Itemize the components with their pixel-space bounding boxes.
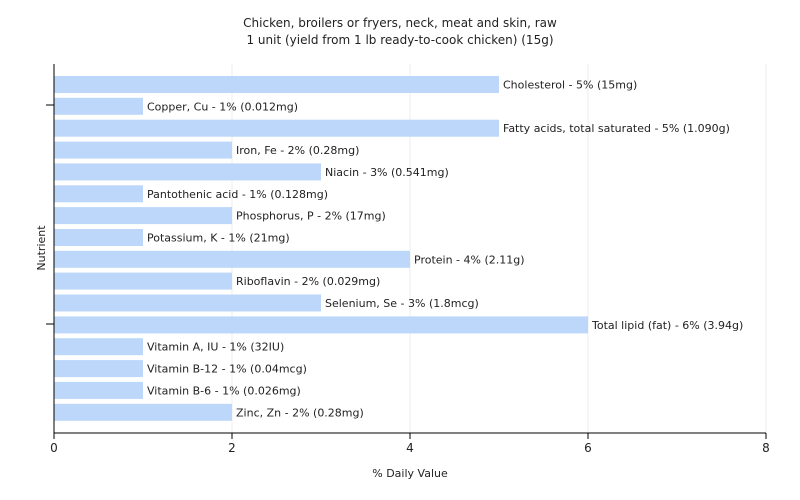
bar-8 bbox=[54, 250, 410, 268]
y-axis-label: Nutrient bbox=[35, 225, 48, 271]
bar-5 bbox=[54, 185, 143, 203]
bar-1 bbox=[54, 97, 143, 115]
chart-subtitle: 1 unit (yield from 1 lb ready-to-cook ch… bbox=[246, 33, 553, 47]
x-tick-label-0: 0 bbox=[50, 441, 58, 455]
bar-label-4: Niacin - 3% (0.541mg) bbox=[325, 166, 449, 179]
bar-6 bbox=[54, 207, 232, 225]
bar-label-2: Fatty acids, total saturated - 5% (1.090… bbox=[503, 122, 730, 135]
bar-11 bbox=[54, 316, 588, 334]
bar-7 bbox=[54, 229, 143, 246]
bar-label-0: Cholesterol - 5% (15mg) bbox=[503, 79, 637, 92]
bar-label-10: Selenium, Se - 3% (1.8mcg) bbox=[325, 297, 479, 310]
bar-9 bbox=[54, 272, 232, 290]
bar-label-15: Zinc, Zn - 2% (0.28mg) bbox=[236, 406, 364, 419]
bar-10 bbox=[54, 294, 321, 312]
bar-2 bbox=[54, 119, 499, 137]
bar-label-11: Total lipid (fat) - 6% (3.94g) bbox=[591, 319, 743, 332]
bar-label-1: Copper, Cu - 1% (0.012mg) bbox=[147, 100, 298, 113]
plot-area: Cholesterol - 5% (15mg) Copper, Cu - 1% (… bbox=[46, 64, 770, 455]
bar-label-5: Pantothenic acid - 1% (0.128mg) bbox=[147, 188, 328, 201]
bar-label-14: Vitamin B-6 - 1% (0.026mg) bbox=[147, 384, 301, 397]
bar-label-13: Vitamin B-12 - 1% (0.04mcg) bbox=[147, 363, 307, 376]
bar-3 bbox=[54, 141, 232, 159]
bar-label-7: Potassium, K - 1% (21mg) bbox=[147, 232, 290, 245]
bar-label-12: Vitamin A, IU - 1% (32IU) bbox=[147, 341, 284, 354]
bar-label-6: Phosphorus, P - 2% (17mg) bbox=[236, 210, 386, 223]
bar-14 bbox=[54, 381, 143, 399]
bar-12 bbox=[54, 338, 143, 356]
x-axis-label: % Daily Value bbox=[372, 467, 448, 480]
bar-0 bbox=[54, 76, 499, 93]
bar-label-8: Protein - 4% (2.11g) bbox=[414, 253, 525, 266]
bar-15 bbox=[54, 403, 232, 421]
bar-label-3: Iron, Fe - 2% (0.28mg) bbox=[236, 144, 359, 157]
x-tick-label-4: 8 bbox=[762, 441, 770, 455]
chart-title: Chicken, broilers or fryers, neck, meat … bbox=[243, 16, 557, 30]
x-tick-label-1: 2 bbox=[228, 441, 236, 455]
bar-13 bbox=[54, 360, 143, 378]
x-tick-label-2: 4 bbox=[406, 441, 414, 455]
bar-label-9: Riboflavin - 2% (0.029mg) bbox=[236, 275, 380, 288]
x-tick-label-3: 6 bbox=[584, 441, 592, 455]
bar-4 bbox=[54, 163, 321, 181]
